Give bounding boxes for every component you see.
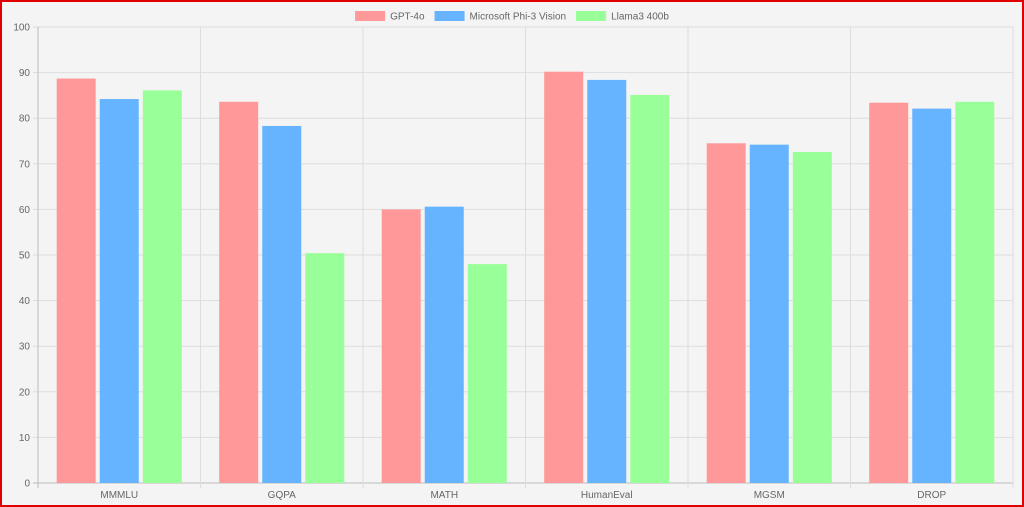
bar-math-0[interactable]	[381, 209, 421, 483]
legend-swatch[interactable]	[576, 11, 607, 21]
legend-label[interactable]: GPT-4o	[390, 12, 425, 23]
bar-mmmlu-0[interactable]	[56, 78, 96, 483]
y-tick-label: 20	[19, 387, 31, 398]
bar-humaneval-0[interactable]	[544, 71, 584, 484]
bar-mmmlu-2[interactable]	[142, 90, 182, 483]
x-tick-label: DROP	[917, 490, 946, 501]
y-tick-label: 100	[13, 23, 30, 34]
x-tick-label: GQPA	[268, 490, 296, 501]
x-tick-label: MATH	[430, 490, 458, 501]
bar-mgsm-1[interactable]	[749, 144, 789, 483]
legend-swatch[interactable]	[355, 11, 386, 21]
bar-humaneval-1[interactable]	[587, 79, 627, 484]
y-tick-label: 80	[19, 114, 31, 125]
y-tick-label: 30	[19, 342, 31, 353]
y-tick-label: 60	[19, 205, 31, 216]
bar-mmmlu-1[interactable]	[99, 99, 139, 483]
legend: GPT-4o Microsoft Phi-3 Vision Llama3 400b	[355, 11, 669, 23]
grid	[33, 26, 1014, 488]
y-tick-label: 50	[19, 251, 31, 262]
bar-mgsm-0[interactable]	[706, 143, 746, 483]
bars	[56, 71, 995, 484]
x-tick-label: MMMLU	[100, 490, 138, 501]
legend-swatch[interactable]	[434, 11, 465, 21]
bar-mgsm-2[interactable]	[792, 151, 832, 483]
y-tick-label: 90	[19, 68, 31, 79]
bar-humaneval-2[interactable]	[630, 94, 670, 483]
y-tick-label: 0	[24, 479, 30, 490]
bar-math-1[interactable]	[424, 206, 464, 483]
y-tick-label: 10	[19, 433, 31, 444]
bar-gqpa-0[interactable]	[219, 101, 259, 483]
bar-drop-1[interactable]	[912, 108, 952, 484]
axes: 0 10 20 30 40 50 60 70 80 90 100 MMMLU GQPA MATH Human…	[13, 23, 946, 502]
x-tick-label: MGSM	[754, 490, 785, 501]
bar-drop-0[interactable]	[869, 102, 909, 484]
legend-label[interactable]: Microsoft Phi-3 Vision	[470, 12, 567, 23]
x-tick-label: HumanEval	[581, 490, 633, 501]
legend-label[interactable]: Llama3 400b	[611, 12, 669, 23]
bar-gqpa-2[interactable]	[305, 253, 345, 483]
bar-gqpa-1[interactable]	[262, 125, 302, 484]
bar-drop-2[interactable]	[955, 101, 995, 483]
bar-math-2[interactable]	[467, 264, 507, 483]
y-tick-label: 70	[19, 159, 31, 170]
y-tick-label: 40	[19, 296, 31, 307]
